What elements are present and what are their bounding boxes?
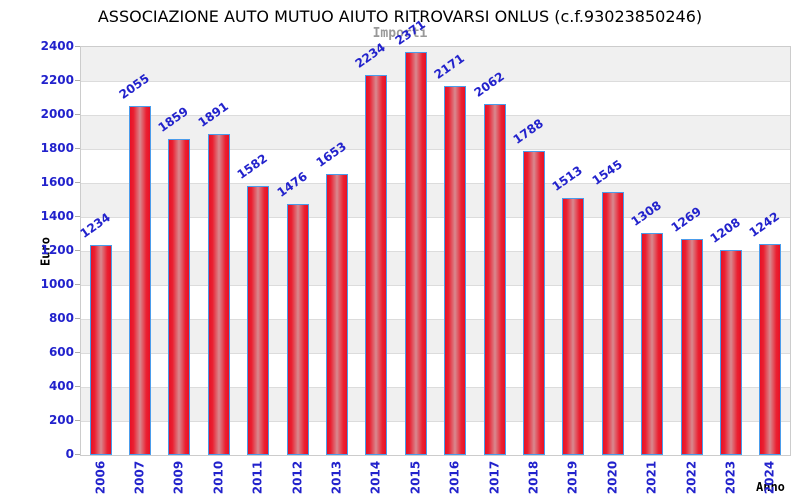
- x-tick-label: 2014: [368, 460, 383, 495]
- y-tick-mark: [75, 250, 80, 251]
- bar: [208, 134, 230, 455]
- bar: [287, 204, 309, 455]
- y-tick-label: 1400: [40, 209, 74, 223]
- bar: [484, 104, 506, 455]
- x-tick-label: 2021: [644, 460, 659, 495]
- plot-band: [81, 81, 790, 115]
- chart-title: ASSOCIAZIONE AUTO MUTUO AIUTO RITROVARSI…: [97, 7, 703, 26]
- bar: [405, 52, 427, 455]
- plot-band: [81, 387, 790, 421]
- x-tick-label: 2024: [762, 460, 777, 495]
- x-tick-label: 2023: [723, 460, 738, 495]
- bar: [641, 233, 663, 455]
- gridline: [81, 251, 790, 252]
- x-tick-label: 2013: [329, 460, 344, 495]
- bar: [444, 86, 466, 455]
- plot-band: [81, 47, 790, 81]
- y-tick-label: 400: [48, 379, 74, 393]
- y-tick-mark: [75, 318, 80, 319]
- y-tick-mark: [75, 284, 80, 285]
- x-tick-label: 2011: [250, 460, 265, 495]
- y-tick-label: 1800: [40, 141, 74, 155]
- x-tick-label: 2019: [565, 460, 580, 495]
- x-tick-label: 2017: [487, 460, 502, 495]
- y-tick-mark: [75, 46, 80, 47]
- x-tick-label: 2010: [211, 460, 226, 495]
- plot-band: [81, 285, 790, 319]
- gridline: [81, 149, 790, 150]
- x-tick-label: 2009: [171, 460, 186, 495]
- gridline: [81, 285, 790, 286]
- bar: [90, 245, 112, 455]
- plot-band: [81, 421, 790, 455]
- y-tick-label: 1000: [40, 277, 74, 291]
- gridline: [81, 115, 790, 116]
- x-axis-title: Anno: [756, 480, 785, 494]
- bar: [129, 106, 151, 455]
- bar: [365, 75, 387, 455]
- plot-area: [80, 46, 791, 456]
- bar: [681, 239, 703, 455]
- gridline: [81, 353, 790, 354]
- plot-band: [81, 353, 790, 387]
- y-tick-mark: [75, 420, 80, 421]
- gridline: [81, 387, 790, 388]
- plot-band: [81, 149, 790, 183]
- gridline: [81, 217, 790, 218]
- bar: [523, 151, 545, 455]
- y-tick-mark: [75, 352, 80, 353]
- plot-band: [81, 115, 790, 149]
- y-tick-label: 1600: [40, 175, 74, 189]
- x-tick-label: 2018: [526, 460, 541, 495]
- y-tick-label: 600: [48, 345, 74, 359]
- x-tick-label: 2022: [684, 460, 699, 495]
- bar: [562, 198, 584, 455]
- plot-band: [81, 251, 790, 285]
- x-tick-label: 2006: [93, 460, 108, 495]
- y-tick-mark: [75, 80, 80, 81]
- chart-subtitle: Importi: [372, 26, 428, 41]
- bar: [168, 139, 190, 455]
- gridline: [81, 183, 790, 184]
- y-tick-label: 1200: [40, 243, 74, 257]
- bar: [326, 174, 348, 455]
- y-tick-label: 0: [65, 447, 74, 461]
- x-tick-label: 2012: [290, 460, 305, 495]
- plot-band: [81, 217, 790, 251]
- y-tick-mark: [75, 454, 80, 455]
- x-tick-label: 2020: [605, 460, 620, 495]
- y-tick-mark: [75, 114, 80, 115]
- bar: [759, 244, 781, 455]
- bar: [247, 186, 269, 455]
- y-tick-mark: [75, 386, 80, 387]
- bar: [720, 250, 742, 455]
- y-tick-mark: [75, 216, 80, 217]
- y-tick-label: 2400: [40, 39, 74, 53]
- plot-band: [81, 319, 790, 353]
- x-tick-label: 2015: [408, 460, 423, 495]
- y-tick-label: 800: [48, 311, 74, 325]
- gridline: [81, 421, 790, 422]
- y-tick-label: 2200: [40, 73, 74, 87]
- y-tick-mark: [75, 182, 80, 183]
- bar: [602, 192, 624, 455]
- gridline: [81, 81, 790, 82]
- x-tick-label: 2016: [447, 460, 462, 495]
- y-tick-mark: [75, 148, 80, 149]
- plot-band: [81, 183, 790, 217]
- x-tick-label: 2007: [132, 460, 147, 495]
- gridline: [81, 319, 790, 320]
- y-tick-label: 200: [48, 413, 74, 427]
- y-tick-label: 2000: [40, 107, 74, 121]
